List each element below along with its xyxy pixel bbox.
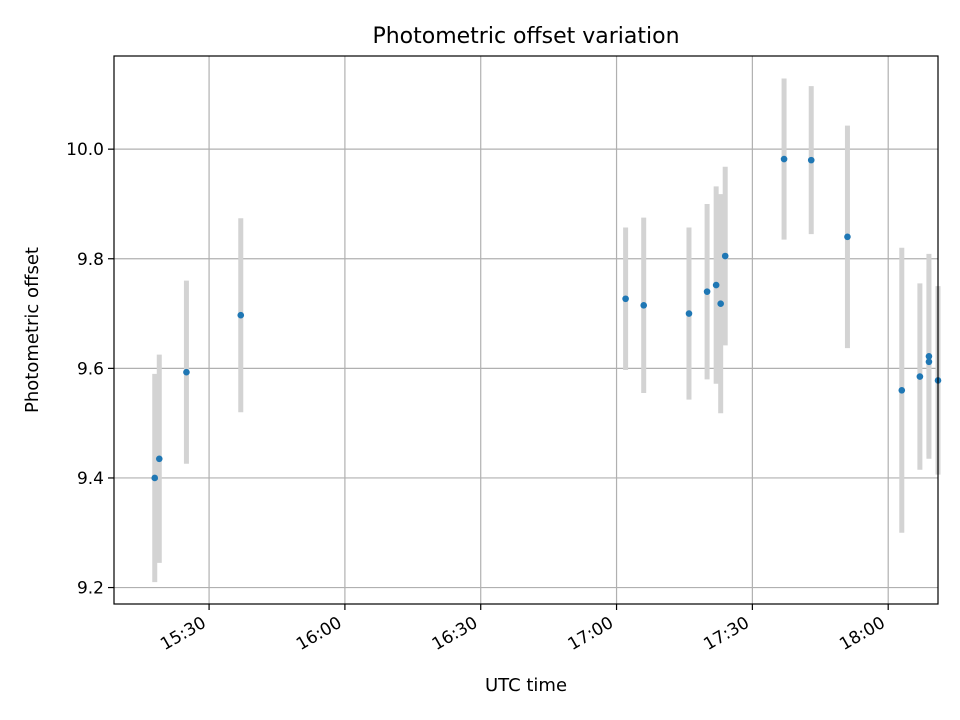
grid	[114, 56, 938, 604]
data-point	[721, 252, 729, 260]
data-point	[898, 386, 906, 394]
data-point	[237, 311, 245, 319]
data-point	[622, 295, 629, 303]
y-tick-label: 9.8	[77, 250, 104, 270]
data-point	[925, 358, 933, 366]
data-point	[807, 156, 815, 164]
data-point	[155, 455, 163, 463]
chart-title: Photometric offset variation	[372, 24, 679, 49]
data-point	[717, 300, 724, 307]
data-point	[780, 155, 788, 163]
data-point	[640, 302, 648, 309]
y-tick-label: 10.0	[66, 140, 104, 160]
y-axis-ticks: 9.2 9.4 9.6 9.8 10.0	[66, 140, 114, 599]
y-axis-label: Photometric offset	[22, 247, 43, 413]
data-point	[685, 310, 693, 317]
y-tick-label: 9.6	[77, 359, 104, 379]
x-axis-label: UTC time	[485, 675, 567, 696]
data-point	[712, 281, 720, 289]
y-tick-label: 9.4	[77, 469, 104, 489]
data-point	[703, 288, 711, 295]
data-point	[151, 474, 159, 482]
plot-frame	[113, 55, 939, 605]
data-point	[925, 353, 933, 360]
data-point	[844, 233, 851, 241]
y-tick-label: 9.2	[77, 579, 104, 599]
data-point	[916, 373, 924, 380]
data-point	[183, 368, 190, 376]
